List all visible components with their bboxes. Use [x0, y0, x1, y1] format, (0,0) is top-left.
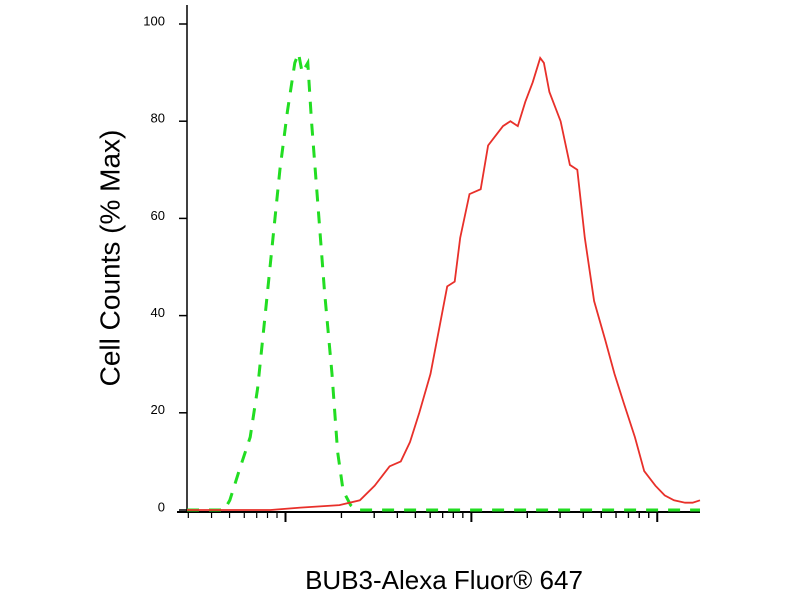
y-tick-label: 60	[151, 208, 165, 223]
y-tick-label: 0	[158, 499, 165, 514]
histogram-line	[187, 47, 700, 512]
x-axis-title: BUB3-Alexa Fluor® 647	[305, 565, 583, 595]
y-tick-label: 40	[151, 305, 165, 320]
y-axis-title: Cell Counts (% Max)	[94, 130, 125, 387]
histogram-line	[187, 56, 701, 511]
y-tick-label: 100	[143, 13, 165, 28]
y-tick-label: 80	[151, 111, 165, 126]
y-tick-label: 20	[151, 402, 165, 417]
